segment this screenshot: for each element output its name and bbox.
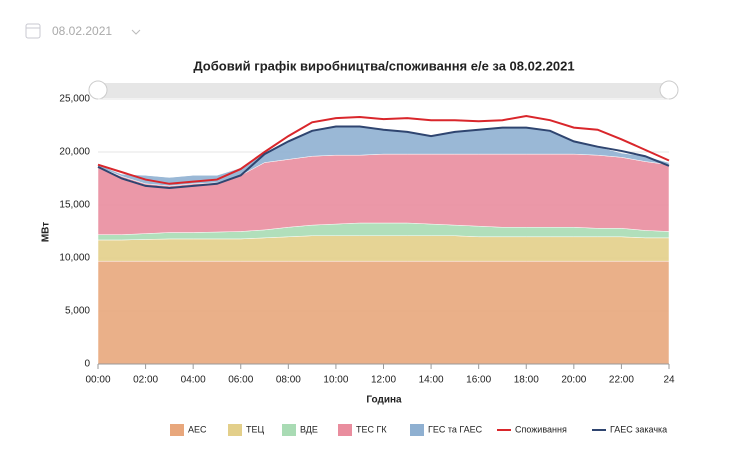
legend-label: ГАЕС закачка	[610, 424, 667, 434]
date-value: 08.02.2021	[52, 24, 112, 38]
x-tick-label: 08:00	[276, 375, 301, 386]
x-tick-label: 18:00	[514, 375, 539, 386]
legend-label: ТЕЦ	[246, 424, 265, 434]
x-tick-label: 10:00	[323, 375, 348, 386]
x-tick-label: 06:00	[228, 375, 253, 386]
legend-swatch	[170, 424, 184, 436]
x-tick-label: 16:00	[466, 375, 491, 386]
x-tick-label: 04:00	[181, 375, 206, 386]
y-tick-label: 20,000	[59, 147, 90, 158]
x-tick-label: 02:00	[133, 375, 158, 386]
line	[97, 114, 670, 185]
y-tick-label: 15,000	[59, 200, 90, 211]
x-tick-label: 14:00	[419, 375, 444, 386]
legend-label: Споживання	[515, 424, 567, 434]
navigator-handle[interactable]	[659, 80, 679, 100]
legend-label: АЕС	[188, 424, 207, 434]
area	[97, 153, 670, 235]
area	[97, 260, 670, 365]
line	[97, 125, 670, 190]
x-tick-label: 24	[663, 375, 675, 386]
legend-swatch	[410, 424, 424, 436]
x-tick-label: 20:00	[561, 375, 586, 386]
legend-swatch	[338, 424, 352, 436]
date-picker[interactable]: 08.02.2021	[25, 23, 141, 39]
legend-label: ГЕС та ГАЕС	[428, 424, 483, 434]
x-tick-label: 00:00	[85, 375, 110, 386]
y-tick-label: 5,000	[65, 306, 90, 317]
x-tick-label: 12:00	[371, 375, 396, 386]
x-tick-label: 22:00	[609, 375, 634, 386]
legend-label: ВДЕ	[300, 424, 318, 434]
legend-swatch	[282, 424, 296, 436]
legend-label: ТЕС ГК	[356, 424, 387, 434]
legend-swatch	[228, 424, 242, 436]
chevron	[131, 29, 141, 35]
calendar-icon	[25, 23, 41, 39]
y-tick-label: 25,000	[59, 94, 90, 105]
x-axis-title: Година	[366, 395, 402, 406]
navigator-handle[interactable]	[88, 80, 108, 100]
navigator[interactable]	[98, 83, 669, 98]
y-tick-label: 10,000	[59, 253, 90, 264]
y-tick-label: 0	[84, 359, 90, 370]
y-axis-title: МВт	[41, 222, 52, 242]
chart-title: Добовий графік виробництва/споживання е/…	[193, 58, 574, 73]
area	[97, 235, 670, 262]
